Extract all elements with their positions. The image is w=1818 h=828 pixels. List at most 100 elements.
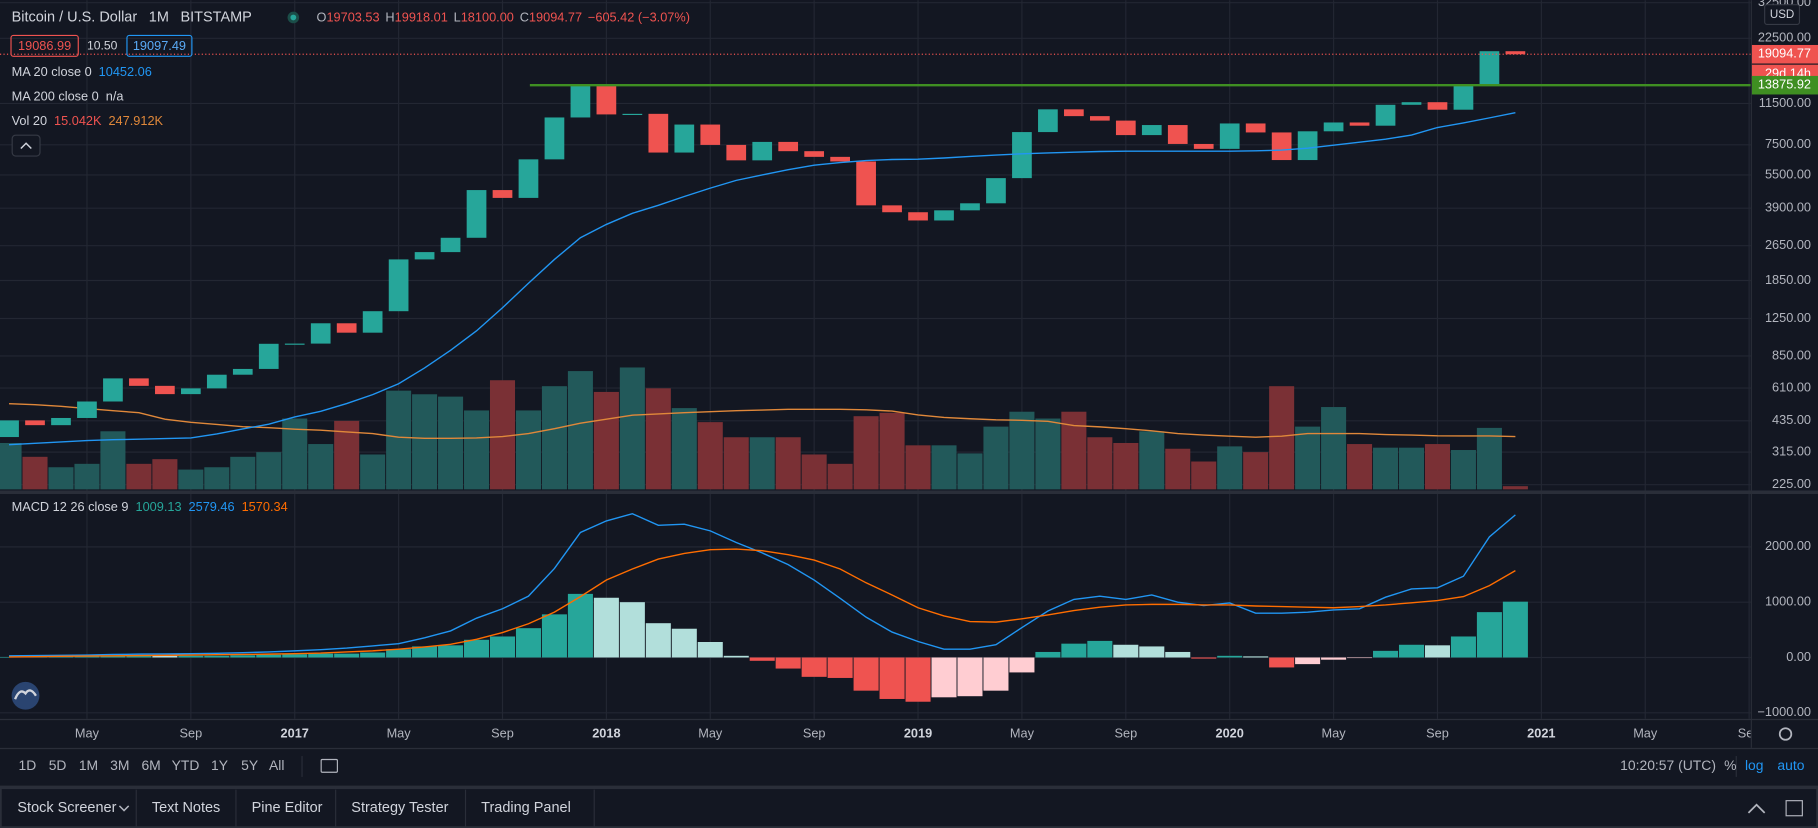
- c-value: 19094.77: [529, 10, 582, 25]
- volume-bar: [22, 456, 48, 490]
- volume-bar: [308, 444, 334, 490]
- date-range-icon[interactable]: [320, 758, 338, 773]
- volume-bar: [723, 437, 749, 490]
- volume-bar: [1087, 437, 1113, 490]
- volume-bar: [1269, 386, 1295, 490]
- range-button[interactable]: 1D: [19, 757, 37, 773]
- candle: [1141, 125, 1162, 136]
- candle: [1323, 122, 1344, 132]
- interval[interactable]: 1M: [149, 9, 169, 25]
- candle: [492, 190, 513, 198]
- range-button[interactable]: 5Y: [241, 757, 258, 773]
- macd-histogram-bar: [1373, 650, 1399, 658]
- macd-histogram-bar: [905, 657, 931, 702]
- macd-tick-label: −1000.00: [1757, 704, 1811, 719]
- signal-value: 1570.34: [242, 499, 288, 514]
- ma20-label: MA 20 close 0: [12, 65, 92, 80]
- tab[interactable]: Pine Editor: [252, 800, 323, 816]
- candle: [882, 205, 902, 213]
- range-button[interactable]: 6M: [141, 757, 160, 773]
- volume-bar: [256, 452, 282, 490]
- candle: [1115, 120, 1136, 136]
- y-tick-label: 7500.00: [1765, 136, 1811, 151]
- macd-histogram-bar: [1476, 612, 1502, 658]
- c-label: C: [520, 10, 529, 25]
- vol-ma-value: 247.912K: [108, 113, 163, 128]
- log-toggle[interactable]: log: [1745, 757, 1764, 773]
- collapse-legend[interactable]: [11, 134, 41, 157]
- volume-bar: [1139, 431, 1165, 490]
- volume-bar: [126, 463, 152, 490]
- y-tick-label: 5500.00: [1765, 166, 1811, 181]
- x-tick-label: 2017: [281, 725, 309, 740]
- hist-value: 1009.13: [135, 499, 181, 514]
- auto-toggle[interactable]: auto: [1777, 757, 1804, 773]
- range-button[interactable]: YTD: [172, 757, 200, 773]
- panel-window[interactable]: [1785, 800, 1803, 817]
- macd-histogram-bar: [1321, 657, 1347, 660]
- macd-histogram-bar: [1295, 657, 1321, 665]
- x-tick-label: May: [1010, 725, 1035, 740]
- macd-histogram-bar: [74, 656, 100, 658]
- bid-box[interactable]: [10, 34, 79, 57]
- volume-bar: [1295, 426, 1321, 490]
- candle: [0, 420, 19, 438]
- plot: [0, 51, 1751, 702]
- percent-toggle[interactable]: %: [1724, 757, 1736, 773]
- ask-box[interactable]: [126, 34, 193, 57]
- range-button[interactable]: 3M: [110, 757, 129, 773]
- tab-dropdown[interactable]: [118, 805, 130, 812]
- volume-bar: [0, 442, 22, 490]
- tab[interactable]: Stock Screener: [17, 800, 116, 816]
- macd-histogram-bar: [1009, 657, 1035, 673]
- candle: [1089, 116, 1110, 121]
- symbol: Bitcoin / U.S. Dollar: [12, 9, 138, 25]
- macd-histogram-bar: [723, 655, 749, 658]
- candle: [648, 113, 669, 153]
- y-tick-label: 1250.00: [1765, 310, 1811, 325]
- candle: [232, 368, 253, 375]
- candle: [596, 85, 617, 115]
- x-tick-label: Sep: [491, 725, 514, 740]
- volume-bar: [74, 463, 100, 490]
- macd-histogram-bar: [438, 645, 464, 658]
- candle: [1219, 123, 1240, 149]
- volume-bar: [1191, 461, 1217, 490]
- macd-tick-label: 1000.00: [1765, 594, 1811, 609]
- candle: [986, 178, 1006, 204]
- volume-bar: [567, 371, 593, 490]
- macd-histogram-bar: [1243, 656, 1269, 658]
- candle: [544, 117, 565, 160]
- macd-histogram-bar: [282, 654, 308, 658]
- volume-bar: [671, 408, 697, 490]
- currency-box[interactable]: [1764, 4, 1801, 26]
- macd-histogram-bar: [671, 628, 697, 658]
- tab[interactable]: Strategy Tester: [351, 800, 448, 816]
- macd-histogram-bar: [1424, 645, 1450, 658]
- volume-bar: [489, 380, 516, 490]
- settings[interactable]: [1778, 727, 1793, 741]
- logo[interactable]: [11, 681, 40, 710]
- candle: [856, 161, 876, 206]
- range-button[interactable]: 1M: [79, 757, 98, 773]
- x-tick-label: May: [387, 725, 412, 740]
- spread: 10.50: [87, 39, 118, 53]
- tab[interactable]: Trading Panel: [481, 800, 571, 816]
- macd-histogram-bar: [204, 655, 230, 658]
- ma20-line: [9, 111, 1516, 446]
- tab[interactable]: Text Notes: [152, 800, 220, 816]
- y-tick-label: 11500.00: [1759, 95, 1811, 110]
- range-button[interactable]: All: [269, 757, 284, 773]
- vol-legend: Vol 20 15.042K 247.912K: [12, 113, 164, 128]
- candle: [103, 378, 123, 402]
- range-button[interactable]: 1Y: [211, 757, 228, 773]
- maximize-panel[interactable]: [1747, 803, 1766, 814]
- macd-histogram-bar: [1139, 646, 1165, 658]
- volume-bar: [801, 454, 827, 490]
- macd-histogram-bar: [931, 657, 957, 698]
- candle: [726, 144, 747, 161]
- volume-bar: [386, 390, 412, 490]
- range-button[interactable]: 5D: [49, 757, 67, 773]
- volume-bar: [697, 422, 723, 490]
